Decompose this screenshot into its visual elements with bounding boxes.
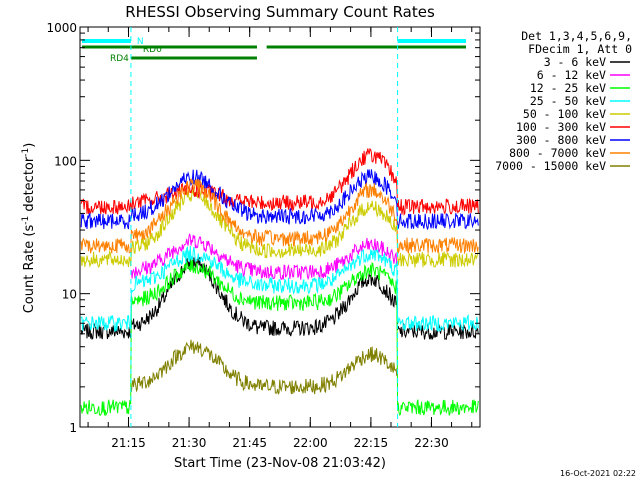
x-tick-label-0: 21:15 bbox=[111, 436, 146, 450]
legend-label-7: 800 - 7000 keV bbox=[509, 146, 606, 160]
flag-label-rd0: RD0 bbox=[143, 45, 162, 55]
legend-label-0: 3 - 6 keV bbox=[544, 55, 606, 69]
ylabel-mid: detector bbox=[22, 156, 37, 216]
legend-header-2: FDecim 1, Att 0 bbox=[528, 42, 632, 56]
x-tick-label-4: 22:15 bbox=[354, 436, 389, 450]
x-axis-label: Start Time (23-Nov-08 21:03:42) bbox=[174, 456, 386, 471]
series-line-5 bbox=[80, 148, 479, 216]
series-line-4 bbox=[80, 187, 479, 269]
generation-timestamp: 16-Oct-2021 02:22 bbox=[560, 469, 636, 478]
y-axis-label: Count Rate (s-1 detector-1) bbox=[21, 143, 37, 314]
series-line-3 bbox=[80, 245, 479, 333]
legend-label-6: 300 - 800 keV bbox=[516, 133, 606, 147]
flag-label-n: N bbox=[137, 37, 144, 47]
y-tick-label-3: 1000 bbox=[46, 21, 77, 35]
legend-header-1: Det 1,3,4,5,6,9, bbox=[521, 29, 632, 43]
chart-title: RHESSI Observing Summary Count Rates bbox=[125, 3, 435, 21]
ylabel-sup2: -1 bbox=[21, 148, 31, 157]
legend-label-4: 50 - 100 keV bbox=[523, 107, 606, 121]
plot-frame bbox=[79, 26, 481, 428]
x-tick-label-2: 21:45 bbox=[232, 436, 267, 450]
y-tick-label-1: 10 bbox=[62, 288, 77, 302]
x-tick-label-1: 21:30 bbox=[172, 436, 207, 450]
flag-label-rd4: RD4 bbox=[110, 54, 129, 64]
ticks-group: 1 10 100 1000 21:15 21:30 21:45 22:00 22:15 22:30 bbox=[46, 21, 480, 450]
y-tick-label-2: 100 bbox=[54, 154, 77, 168]
legend-label-2: 12 - 25 keV bbox=[530, 81, 606, 95]
series-line-7 bbox=[80, 177, 479, 255]
x-tick-label-5: 22:30 bbox=[414, 436, 449, 450]
legend-label-3: 25 - 50 keV bbox=[530, 94, 606, 108]
ylabel-end: ) bbox=[22, 143, 37, 148]
svg-text:Count Rate (s-1 detector-1): Count Rate (s-1 detector-1) bbox=[21, 143, 37, 314]
y-tick-label-0: 1 bbox=[69, 421, 77, 435]
x-tick-label-3: 22:00 bbox=[293, 436, 328, 450]
series-line-1 bbox=[130, 233, 398, 281]
ylabel-sup1: -1 bbox=[21, 216, 31, 225]
legend: Det 1,3,4,5,6,9, FDecim 1, Att 0 3 - 6 k… bbox=[495, 29, 632, 173]
ylabel-main: Count Rate (s bbox=[22, 225, 37, 314]
legend-label-5: 100 - 300 keV bbox=[516, 120, 606, 134]
series-line-0 bbox=[80, 257, 479, 341]
series-line-6 bbox=[80, 169, 479, 231]
series-line-8 bbox=[130, 339, 398, 396]
legend-label-1: 6 - 12 keV bbox=[537, 68, 606, 82]
series-group bbox=[80, 148, 479, 417]
series-line-2 bbox=[80, 258, 479, 417]
legend-label-8: 7000 - 15000 keV bbox=[495, 159, 606, 173]
